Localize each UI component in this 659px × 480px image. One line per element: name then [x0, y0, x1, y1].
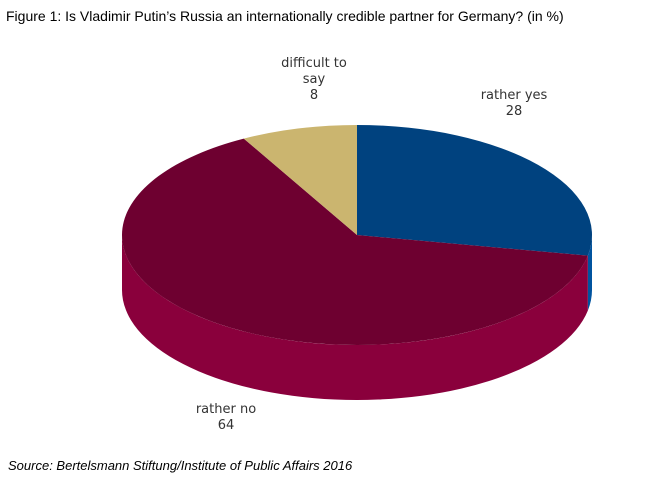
- value-label: 8: [309, 88, 319, 103]
- pie-slice: [243, 125, 357, 235]
- source-note: Source: Bertelsmann Stiftung/Institute o…: [8, 458, 353, 473]
- pie-side: [587, 235, 592, 311]
- value-label: 28: [505, 104, 523, 119]
- slice-label: difficult to say: [281, 56, 347, 87]
- pie-slice: [357, 125, 592, 256]
- pie-slice: [121, 138, 588, 345]
- pie-side: [122, 235, 588, 400]
- chart-title: Figure 1: Is Vladimir Putin’s Russia an …: [6, 8, 564, 24]
- slice-label: rather no: [195, 402, 257, 417]
- value-label: 64: [217, 418, 235, 433]
- slice-label: rather yes: [480, 88, 548, 103]
